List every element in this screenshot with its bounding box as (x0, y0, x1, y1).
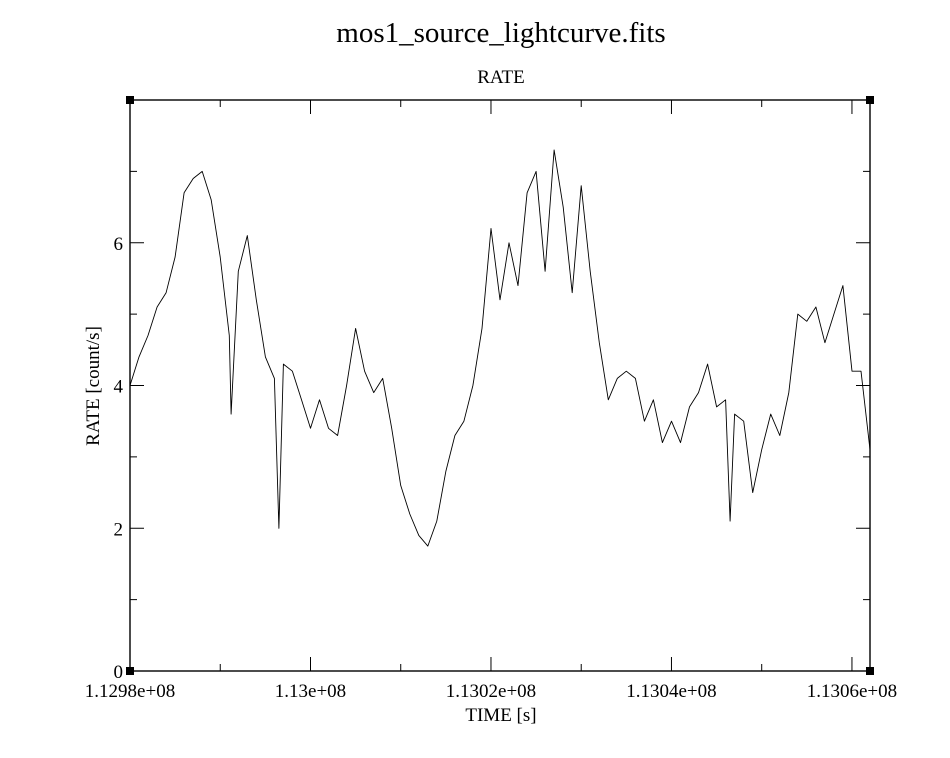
x-tick-label: 1.1298e+08 (85, 681, 175, 702)
x-axis-label: TIME [s] (465, 705, 536, 726)
x-tick-label: 1.13e+08 (275, 681, 346, 702)
frame-corner-marker[interactable] (866, 96, 874, 104)
chart-title: mos1_source_lightcurve.fits (336, 17, 665, 49)
y-axis-label: RATE [count/s] (83, 326, 104, 446)
y-tick-label: 4 (114, 377, 124, 398)
x-tick-label: 1.1302e+08 (446, 681, 536, 702)
y-tick-label: 0 (114, 662, 124, 683)
y-tick-label: 2 (114, 519, 124, 540)
axis-ticks (129, 100, 870, 672)
frame-corner-marker[interactable] (126, 667, 134, 675)
lightcurve-series-line (129, 149, 871, 547)
x-tick-label: 1.1306e+08 (807, 681, 897, 702)
plot-frame (129, 99, 871, 672)
y-tick-label: 6 (114, 234, 124, 255)
frame-corner-marker[interactable] (126, 96, 134, 104)
frame-corner-markers (126, 96, 874, 675)
x-tick-label: 1.1304e+08 (626, 681, 716, 702)
chart-subtitle: RATE (477, 67, 525, 88)
frame-corner-marker[interactable] (866, 667, 874, 675)
axis-tick-labels: 1.1298e+08 1.13e+08 1.1302e+08 1.1304e+08 1.… (85, 234, 897, 702)
